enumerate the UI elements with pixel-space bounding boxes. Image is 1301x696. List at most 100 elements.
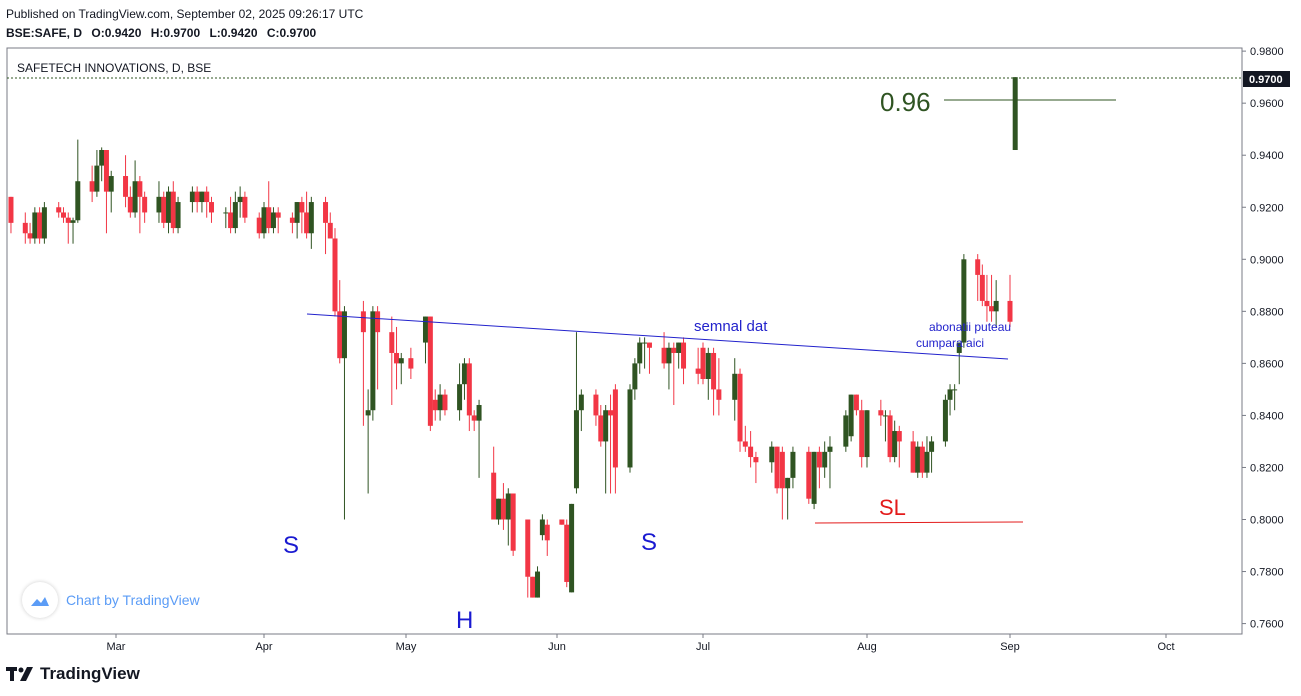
price-axis-label: 0.9400 <box>1250 150 1284 162</box>
time-axis-label: Mar <box>107 641 126 653</box>
candle <box>748 431 754 468</box>
candle-body <box>56 207 62 213</box>
candle <box>127 186 133 218</box>
candle <box>544 519 550 556</box>
candles-series <box>8 77 1018 598</box>
candle <box>408 347 414 379</box>
candle-body <box>671 347 677 353</box>
candle-body <box>427 316 433 426</box>
candle-body <box>127 196 133 213</box>
candle <box>261 202 267 239</box>
candle-body <box>266 207 272 229</box>
candle-body <box>578 394 584 411</box>
candle-body <box>956 342 962 353</box>
candle-body <box>41 207 47 239</box>
candle-body <box>370 311 376 411</box>
candle <box>882 410 888 442</box>
candle-body <box>827 446 833 452</box>
candle-body <box>1007 300 1013 322</box>
time-axis[interactable]: Mar Apr May Jun Jul Aug Sep Oct <box>107 634 1175 653</box>
candle <box>779 446 785 520</box>
candle-body <box>199 191 205 203</box>
candle <box>608 394 614 494</box>
candle <box>427 316 433 432</box>
candle-body <box>947 389 953 400</box>
footer-logo[interactable]: TradingView <box>6 664 140 684</box>
candle-body <box>711 352 717 390</box>
price-axis[interactable]: 0.9800 0.9600 0.9400 0.9200 0.9000 0.8800 0.86… <box>1242 46 1284 631</box>
time-axis-label: Apr <box>255 641 272 653</box>
candle <box>491 446 497 520</box>
candle <box>242 191 248 223</box>
candle <box>919 441 925 478</box>
price-axis-label: 0.8400 <box>1250 410 1284 422</box>
candle-body <box>608 410 614 416</box>
symbol-label[interactable]: BSE:SAFE, D <box>6 26 83 40</box>
candle-body <box>632 363 638 390</box>
candle-body <box>878 410 884 416</box>
candle <box>65 212 71 244</box>
candle-body <box>676 342 682 353</box>
candle-body <box>661 347 667 364</box>
candle <box>859 399 865 468</box>
candle <box>942 394 948 447</box>
time-axis-label: Sep <box>1000 641 1020 653</box>
candle <box>569 503 575 593</box>
neckline-trendline[interactable] <box>306 313 1009 360</box>
candle <box>564 519 570 588</box>
price-axis-label: 0.9000 <box>1250 254 1284 266</box>
time-axis-label: Jun <box>548 641 566 653</box>
candle-body <box>75 181 81 221</box>
candle-body <box>573 410 579 489</box>
candle-body <box>848 394 854 437</box>
candle <box>32 207 38 244</box>
tradingview-logo-icon <box>6 667 33 681</box>
candle-body <box>646 342 652 348</box>
candle-body <box>432 399 438 411</box>
low-value: L:0.9420 <box>209 26 258 40</box>
stop-loss-label: SL <box>879 495 906 520</box>
candle <box>853 394 859 416</box>
candle-body <box>779 451 785 489</box>
candle-body <box>242 196 248 218</box>
candle-body <box>598 415 604 442</box>
stop-loss-line[interactable] <box>814 521 1024 524</box>
candle <box>705 347 711 400</box>
candle <box>137 176 143 234</box>
candle <box>103 150 109 234</box>
plot-frame <box>6 47 1243 635</box>
candle-body <box>22 222 28 234</box>
candle-body <box>398 358 404 364</box>
candle <box>742 425 748 452</box>
candle <box>99 147 105 182</box>
candle <box>142 191 148 223</box>
candle-body <box>896 431 902 442</box>
candle-body <box>822 451 828 468</box>
candle-body <box>593 394 599 416</box>
candle-body <box>816 451 822 468</box>
candle <box>700 342 706 385</box>
candle <box>887 410 893 463</box>
candle-body <box>161 196 167 223</box>
candle-body <box>108 176 114 192</box>
candle <box>627 384 633 473</box>
candle-body <box>461 363 467 385</box>
candle-body <box>882 415 888 417</box>
candle-body <box>769 446 775 463</box>
candle-body <box>843 415 849 447</box>
candle-body <box>952 389 958 391</box>
candle <box>461 358 467 400</box>
candle-body <box>8 196 14 223</box>
candle <box>370 306 376 421</box>
price-chart[interactable]: SAFETECH INNOVATIONS, D, BSE 0.98000.960… <box>0 0 1301 660</box>
candle-body <box>223 212 229 214</box>
candle-body <box>270 212 276 229</box>
candle-body <box>189 191 195 203</box>
candle-body <box>681 342 687 369</box>
chart-title: SAFETECH INNOVATIONS, D, BSE <box>17 61 211 75</box>
candle-body <box>666 347 672 364</box>
candle <box>711 347 717 416</box>
candle-body <box>394 352 400 364</box>
time-axis-label: Oct <box>1157 641 1174 653</box>
candle-body <box>989 306 995 312</box>
